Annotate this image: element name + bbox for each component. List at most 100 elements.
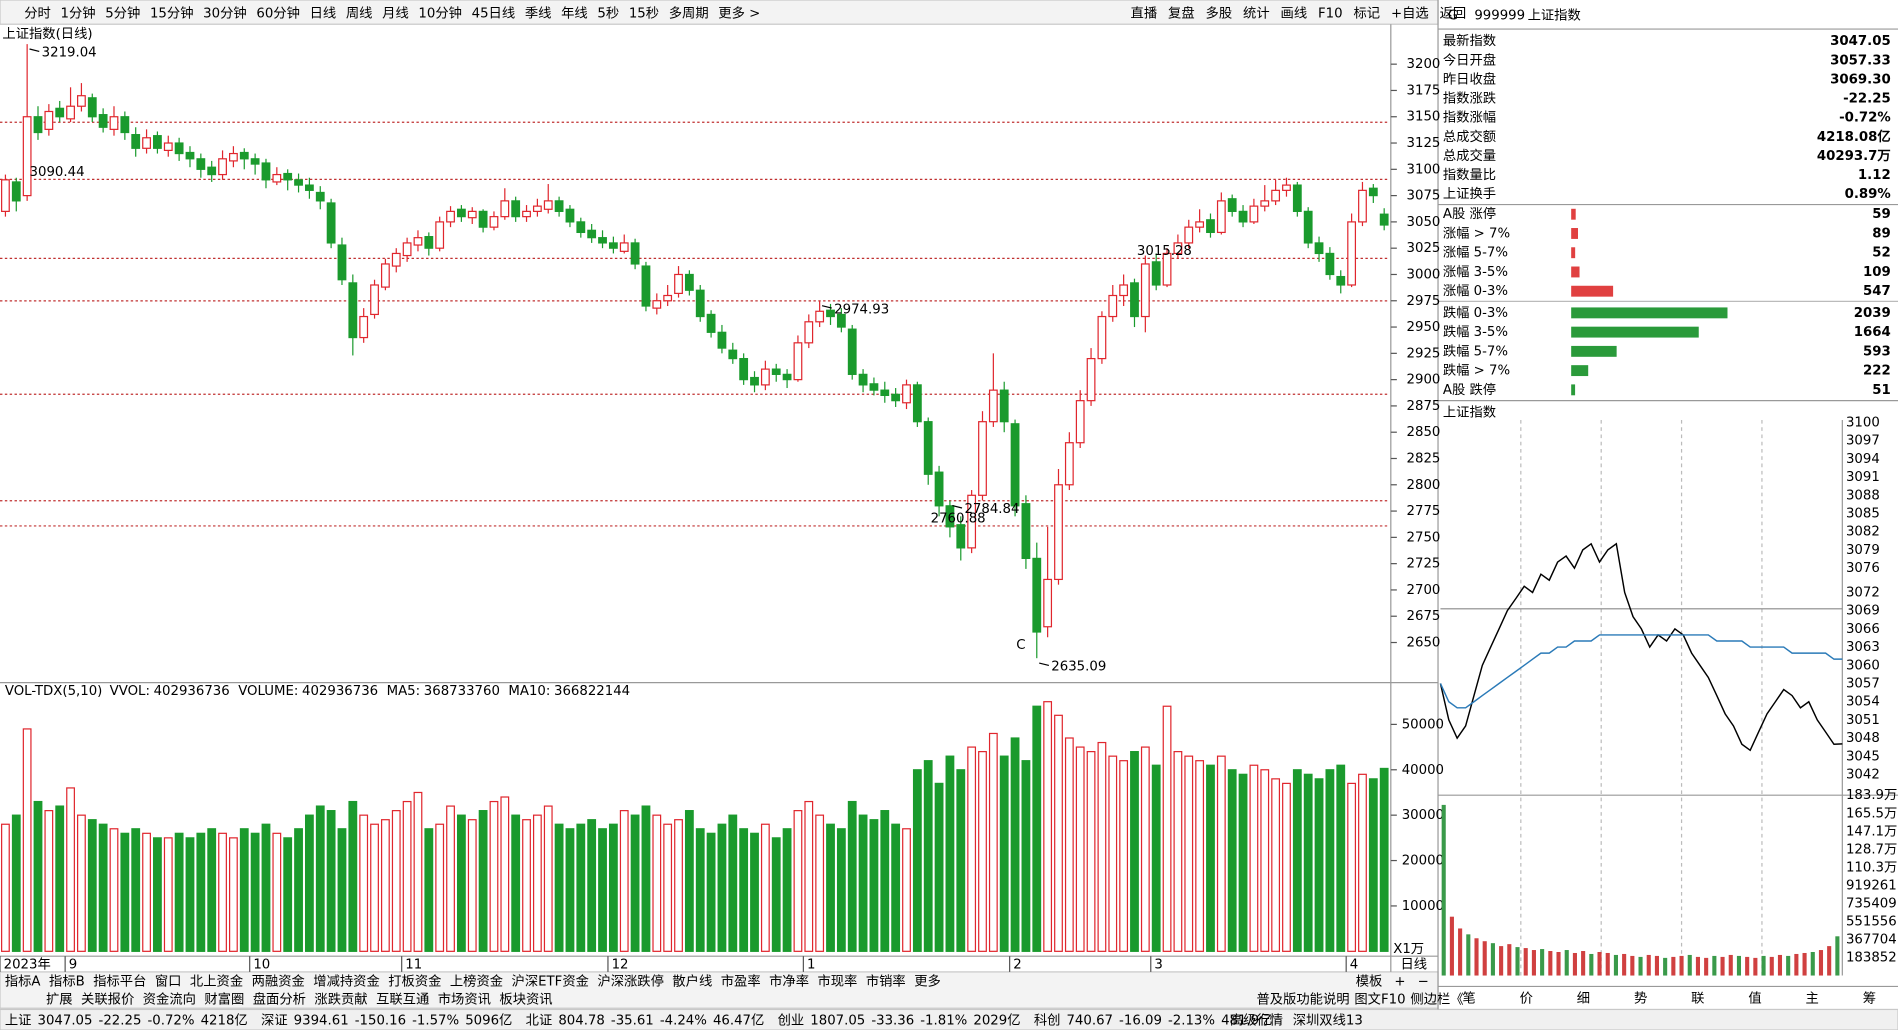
- tool-button[interactable]: 画线: [1281, 5, 1308, 21]
- volume-bar: [1162, 705, 1172, 952]
- info-tab[interactable]: 扩展: [46, 992, 73, 1008]
- indicator-tab[interactable]: 打板资金: [388, 974, 441, 990]
- side-button[interactable]: 细: [1577, 991, 1590, 1007]
- minute-volume-bar: [1622, 953, 1627, 976]
- candle-body: [1043, 578, 1053, 628]
- indicator-tab[interactable]: 两融资金: [252, 974, 305, 990]
- period-button[interactable]: 5秒: [597, 5, 619, 21]
- side-button[interactable]: 价: [1520, 992, 1533, 1007]
- period-button[interactable]: 30分钟: [203, 4, 247, 21]
- quote-label: 指数量比: [1443, 167, 1496, 183]
- candle-body: [912, 384, 922, 423]
- info-tab[interactable]: 互联互通: [376, 992, 429, 1008]
- period-button[interactable]: 1分钟: [60, 4, 95, 21]
- period-button[interactable]: 年线: [561, 5, 588, 21]
- status-right[interactable]: 深圳双线13: [1293, 1012, 1363, 1028]
- tab-control[interactable]: −: [1418, 975, 1429, 990]
- period-button[interactable]: 15秒: [629, 5, 659, 21]
- panel-link[interactable]: 图文F10: [1354, 992, 1405, 1008]
- info-tab[interactable]: 盘面分析: [253, 991, 306, 1008]
- tab-control[interactable]: +: [1394, 975, 1405, 990]
- tool-button[interactable]: F10: [1318, 6, 1343, 21]
- indicator-tab[interactable]: 更多: [914, 973, 941, 990]
- side-button[interactable]: 筹: [1863, 990, 1876, 1007]
- y-tick-label: 2700: [1407, 583, 1441, 598]
- candle-body: [446, 210, 455, 223]
- candle-body: [283, 172, 293, 181]
- tool-button[interactable]: 复盘: [1168, 4, 1195, 21]
- period-button[interactable]: 15分钟: [150, 4, 194, 21]
- breadth-bar: [1571, 247, 1576, 259]
- tool-button[interactable]: 返回: [1440, 5, 1467, 21]
- breadth-value: 547: [1863, 284, 1891, 299]
- panel-link[interactable]: 普及版功能说明: [1256, 992, 1349, 1008]
- side-button[interactable]: 笔: [1462, 991, 1475, 1007]
- candle-body: [934, 471, 944, 507]
- info-tab[interactable]: 涨跌贡献: [314, 992, 367, 1008]
- period-button[interactable]: 更多 >: [718, 4, 760, 21]
- volume-bar: [239, 828, 249, 952]
- tool-button[interactable]: 多股: [1206, 4, 1233, 21]
- tool-button[interactable]: 统计: [1243, 5, 1270, 21]
- indicator-tab[interactable]: 散户线: [672, 973, 712, 990]
- period-button[interactable]: 季线: [525, 5, 552, 21]
- candle-body: [576, 221, 586, 234]
- indicator-tab[interactable]: 沪深涨跌停: [597, 973, 663, 990]
- indicator-tab[interactable]: 沪深ETF资金: [512, 974, 589, 990]
- info-tab[interactable]: 市场资讯: [438, 991, 491, 1008]
- period-button[interactable]: 周线: [346, 5, 373, 21]
- volume-bar: [153, 837, 162, 952]
- breadth-label: 涨幅 3-5%: [1443, 264, 1508, 280]
- y-tick-label: 2650: [1407, 636, 1441, 651]
- period-button[interactable]: 分时: [24, 5, 51, 21]
- tool-button[interactable]: 直播: [1131, 5, 1158, 21]
- period-button[interactable]: 月线: [382, 5, 409, 21]
- indicator-tab[interactable]: 市现率: [817, 973, 857, 990]
- candle-body: [847, 328, 857, 375]
- side-button[interactable]: 联: [1691, 991, 1704, 1007]
- info-tab[interactable]: 板块资讯: [499, 992, 552, 1008]
- side-button[interactable]: 主: [1806, 991, 1819, 1007]
- status-item: 北证: [526, 1012, 553, 1028]
- status-right[interactable]: 高级行情: [1230, 1011, 1283, 1028]
- candle-body: [1032, 557, 1042, 633]
- candle-body: [185, 151, 195, 160]
- period-button[interactable]: 45日线: [472, 5, 516, 21]
- minute-volume-bar: [1671, 956, 1676, 976]
- readout: 402936736: [302, 684, 378, 699]
- panel-link[interactable]: 侧边栏《: [1410, 992, 1463, 1008]
- indicator-tab[interactable]: 市净率: [769, 973, 809, 990]
- tab-control[interactable]: 模板: [1356, 974, 1383, 990]
- period-button[interactable]: 60分钟: [256, 4, 300, 21]
- y-tick-label: 2725: [1407, 557, 1441, 572]
- indicator-tab[interactable]: 窗口: [155, 973, 182, 990]
- candle-body: [695, 289, 705, 318]
- period-button[interactable]: 多周期: [669, 4, 709, 21]
- indicator-tab[interactable]: 指标B: [49, 974, 85, 990]
- indicator-tab[interactable]: 增减持资金: [313, 974, 379, 990]
- info-tab[interactable]: 财富圈: [204, 991, 244, 1008]
- breadth-value: 52: [1872, 246, 1891, 261]
- tool-button[interactable]: 标记: [1353, 5, 1380, 21]
- period-button[interactable]: 日线: [310, 5, 337, 21]
- volume-bar: [999, 755, 1009, 952]
- period-button[interactable]: 5分钟: [105, 4, 140, 21]
- side-button[interactable]: 值: [1748, 991, 1761, 1007]
- tool-button[interactable]: +自选: [1391, 5, 1429, 21]
- indicator-tab[interactable]: 市销率: [866, 973, 906, 990]
- indicator-tab[interactable]: 北上资金: [190, 974, 243, 990]
- side-button[interactable]: 势: [1634, 991, 1647, 1007]
- volume-bar: [717, 823, 727, 952]
- info-tab[interactable]: 资金流向: [143, 992, 196, 1008]
- volume-bar: [956, 769, 966, 952]
- indicator-tab[interactable]: 指标平台: [93, 974, 146, 990]
- indicator-tab[interactable]: 指标A: [5, 974, 41, 990]
- candle-body: [988, 389, 998, 423]
- info-tab[interactable]: 关联报价: [81, 992, 134, 1008]
- indicator-tab[interactable]: 市盈率: [721, 973, 761, 990]
- indicator-tab[interactable]: 上榜资金: [450, 973, 503, 990]
- period-button[interactable]: 10分钟: [418, 4, 462, 21]
- candle-body: [1184, 226, 1194, 244]
- quote-value: 0.89%: [1845, 187, 1891, 202]
- breadth-value: 59: [1872, 207, 1891, 222]
